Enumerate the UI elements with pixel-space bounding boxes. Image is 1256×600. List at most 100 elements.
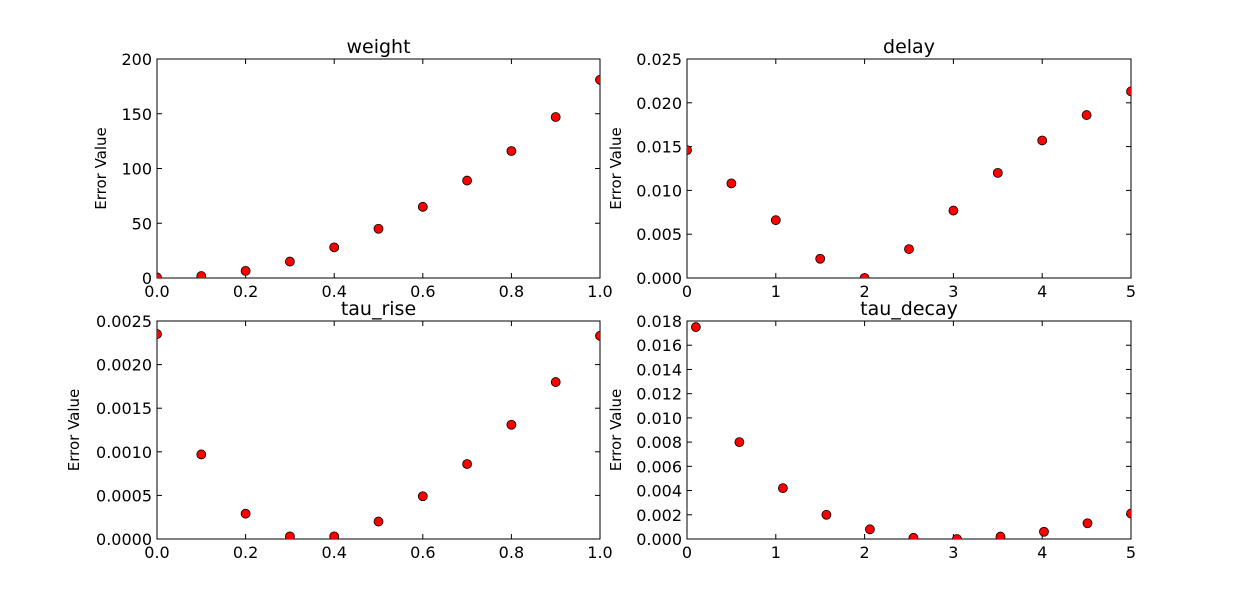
subplot-title: tau_rise	[341, 298, 416, 320]
data-point	[595, 74, 600, 85]
x-tick-label: 1.0	[587, 282, 612, 301]
subplot-4: 0 1 2 3 4 5 0.000 0.002 0.004 0.006 0.008 0.010 0.01…	[607, 298, 1136, 562]
x-tick-label: 3	[948, 543, 958, 562]
data-point	[904, 244, 914, 254]
subplot-title: delay	[883, 36, 935, 58]
data-point	[952, 534, 962, 539]
data-point	[506, 146, 517, 156]
x-tick-label: 4	[1037, 282, 1047, 301]
y-tick-label: 0.0020	[96, 356, 152, 375]
data-point	[734, 437, 745, 448]
x-tick-label: 2	[860, 282, 870, 301]
y-tick-label: 0.010	[636, 409, 682, 428]
data-point	[157, 272, 162, 278]
x-tick-label: 5	[1126, 543, 1136, 562]
x-tick-label: 3	[948, 282, 958, 301]
data-point	[1037, 135, 1048, 146]
data-point	[859, 273, 870, 278]
y-tick-label: 0.005	[636, 225, 682, 244]
data-point	[865, 524, 875, 535]
data-point	[815, 253, 826, 264]
x-tick-label: 0.2	[233, 282, 258, 301]
x-tick-label: 1	[771, 543, 781, 562]
data-points	[157, 329, 600, 539]
x-tick-label: 0.4	[321, 543, 346, 562]
data-point	[157, 329, 162, 339]
y-tick-label: 0.012	[636, 385, 682, 404]
x-tick-label: 0.6	[410, 282, 435, 301]
data-point	[196, 449, 207, 460]
data-point	[1081, 110, 1092, 120]
y-tick-label: 150	[121, 105, 152, 124]
x-tick-label: 0	[682, 543, 692, 562]
y-tick-label: 0.020	[636, 94, 682, 113]
x-tick-label: 0.0	[144, 543, 169, 562]
y-axis-label: Error Value	[65, 389, 83, 472]
data-points	[690, 322, 1131, 539]
y-tick-label: 0.014	[636, 360, 682, 379]
y-tick-label: 0.006	[636, 457, 682, 476]
subplot-title: weight	[346, 36, 410, 58]
data-point	[948, 205, 959, 216]
data-point	[462, 175, 473, 186]
data-point	[995, 531, 1006, 539]
data-point	[329, 531, 340, 539]
data-point	[506, 419, 517, 430]
data-point	[778, 483, 788, 494]
data-point	[285, 531, 295, 539]
y-axis-label: Error Value	[607, 127, 625, 210]
subplot-3: 0.0 0.2 0.4 0.6 0.8 1.0 0.0000 0.0005 0.0010 0.00…	[65, 298, 613, 562]
plot-frame	[686, 58, 1132, 279]
data-point	[329, 242, 340, 253]
subplot-title: tau_decay	[860, 298, 958, 320]
y-tick-label: 0.0015	[96, 399, 152, 418]
data-point	[908, 532, 919, 539]
data-point	[690, 322, 701, 332]
x-tick-label: 0.6	[410, 543, 435, 562]
data-points	[157, 74, 600, 278]
x-tick-label: 1	[771, 282, 781, 301]
data-point	[550, 112, 561, 122]
data-point	[1126, 86, 1131, 97]
subplot-2: 0 1 2 3 4 5 0.000 0.005 0.010 0.015 0.020 0.025 dela…	[607, 36, 1136, 301]
y-tick-label: 0.000	[636, 269, 682, 288]
y-tick-label: 0.015	[636, 138, 682, 157]
data-point	[240, 265, 251, 276]
data-point	[992, 167, 1003, 178]
y-tick-label: 200	[121, 50, 152, 69]
x-tick-label: 1.0	[587, 543, 612, 562]
y-tick-label: 0.018	[636, 312, 682, 331]
x-tick-label: 0	[682, 282, 692, 301]
data-point	[373, 223, 384, 234]
data-point	[373, 516, 384, 527]
data-point	[1126, 508, 1131, 519]
data-point	[821, 509, 832, 520]
y-tick-label: 0.008	[636, 433, 682, 452]
data-points	[687, 86, 1131, 278]
y-tick-label: 100	[121, 160, 152, 179]
data-point	[417, 201, 428, 212]
y-tick-label: 0.010	[636, 181, 682, 200]
x-tick-label: 0.4	[321, 282, 346, 301]
x-tick-label: 2	[860, 543, 870, 562]
x-tick-label: 4	[1037, 543, 1047, 562]
data-point	[726, 178, 737, 189]
y-tick-label: 0.000	[636, 530, 682, 549]
data-point	[417, 491, 428, 502]
data-point	[1039, 526, 1049, 537]
plot-frame	[686, 320, 1132, 540]
x-tick-label: 0.2	[233, 543, 258, 562]
data-point	[1082, 518, 1093, 529]
x-tick-label: 0.0	[144, 282, 169, 301]
y-tick-label: 0.025	[636, 50, 682, 69]
plot-frame	[156, 320, 601, 540]
y-tick-label: 0.0025	[96, 312, 152, 331]
y-tick-label: 0	[142, 269, 152, 288]
data-point	[196, 271, 207, 278]
data-point	[595, 330, 600, 341]
y-tick-label: 0.002	[636, 506, 682, 525]
x-tick-label: 0.8	[499, 543, 524, 562]
y-axis-label: Error Value	[607, 389, 625, 472]
y-tick-label: 0.016	[636, 336, 682, 355]
